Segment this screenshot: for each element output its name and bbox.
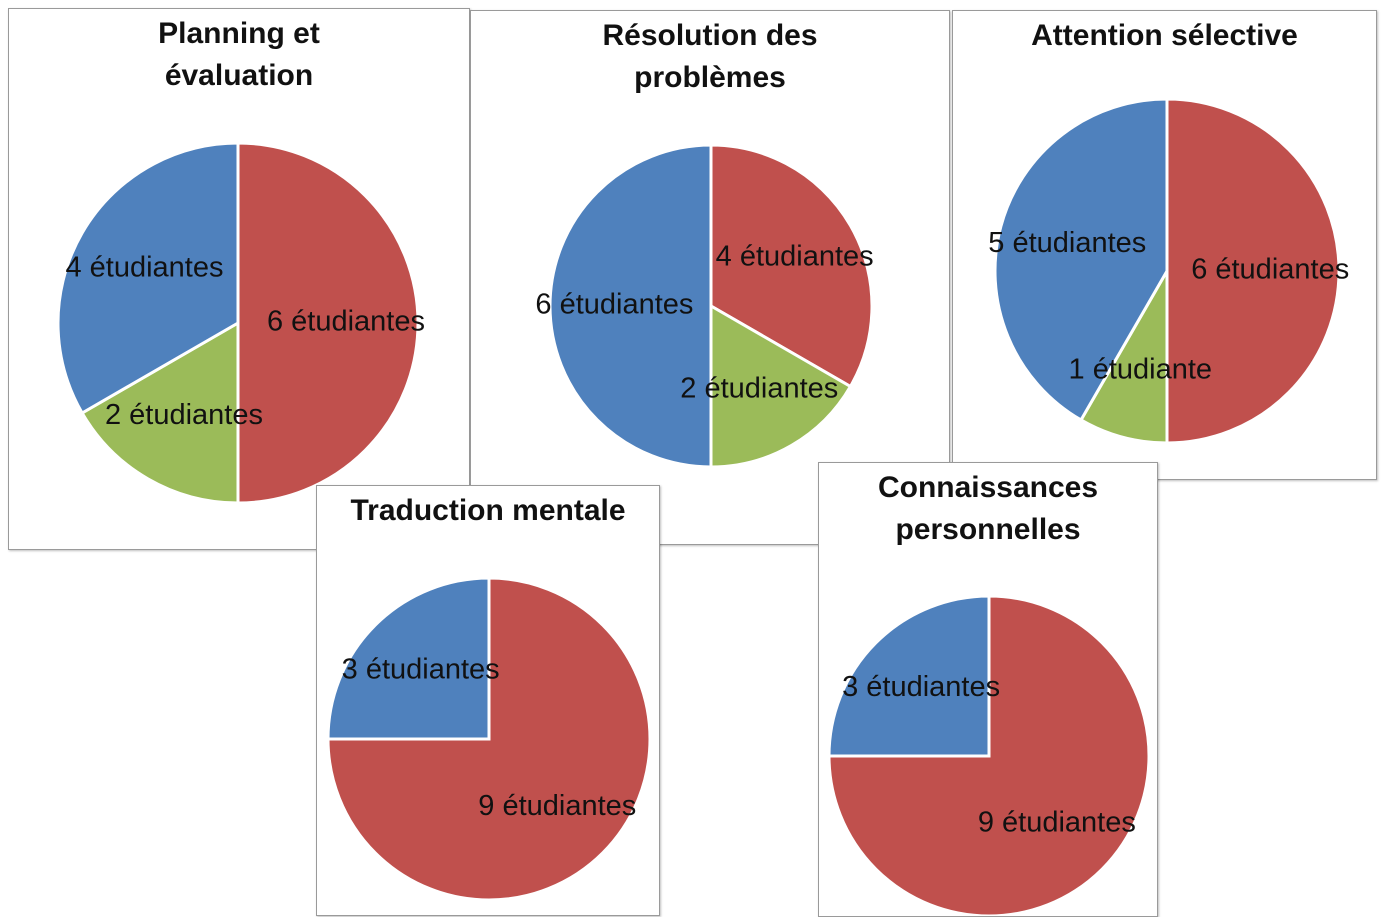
pie-slice [326, 576, 491, 741]
pie-slice [709, 303, 853, 469]
chart-title: Traduction mentale [350, 494, 626, 527]
pie-chart: 9 étudiantes 3 étudiantes [326, 576, 652, 902]
pie-chart: 9 étudiantes 3 étudiantes [827, 594, 1151, 916]
chart-title: Attention sélective [1031, 19, 1298, 52]
chart-panel: 9 étudiantes 3 étudiantes Connaissances pe… [818, 462, 1158, 917]
pie-chart: 6 étudiantes 2 étudiantes 4 étudiantes [56, 141, 425, 505]
pie-chart: 6 étudiantes 1 étudiante 5 étudiantes [988, 97, 1349, 445]
pie-slice [993, 97, 1169, 423]
chart-title: Planning et évaluation [158, 17, 320, 92]
pie-slice [548, 143, 713, 469]
pie-slice [1165, 97, 1341, 445]
chart-title: Connaissances personnelles [877, 471, 1099, 546]
chart-panel: 9 étudiantes 3 étudiantes Traduction menta… [316, 485, 660, 916]
pie-slice [1078, 265, 1169, 445]
slice-label: 3 étudiantes [342, 653, 500, 685]
slice-label: 4 étudiantes [65, 252, 223, 284]
slice-label: 1 étudiante [1069, 353, 1213, 385]
slice-label: 9 étudiantes [978, 807, 1136, 839]
slice-label: 3 étudiantes [842, 671, 1000, 703]
pie-slice [709, 143, 874, 389]
pie-slice [56, 141, 240, 416]
slice-label: 6 étudiantes [535, 289, 693, 321]
slice-label: 9 étudiantes [478, 790, 636, 822]
slice-label: 5 étudiantes [988, 227, 1146, 259]
pie-slice [827, 594, 991, 758]
slice-label: 4 étudiantes [716, 240, 874, 272]
chart-panel: 6 étudiantes 2 étudiantes 4 étudiantes Plan… [8, 8, 470, 550]
pie-slice [236, 141, 420, 505]
slice-label: 6 étudiantes [1191, 254, 1349, 286]
slice-label: 6 étudiantes [267, 306, 425, 338]
pie-chart: 4 étudiantes 2 étudiantes 6 étudiantes [535, 143, 874, 469]
chart-panel: 4 étudiantes 2 étudiantes 6 étudiantes Réso… [470, 10, 950, 545]
slice-label: 2 étudiantes [105, 399, 263, 431]
slice-label: 2 étudiantes [680, 372, 838, 404]
chart-title: Résolution des problèmes [602, 19, 818, 94]
chart-panel: 6 étudiantes 1 étudiante 5 étudiantes Atten… [952, 10, 1377, 480]
pie-slice [80, 320, 240, 505]
